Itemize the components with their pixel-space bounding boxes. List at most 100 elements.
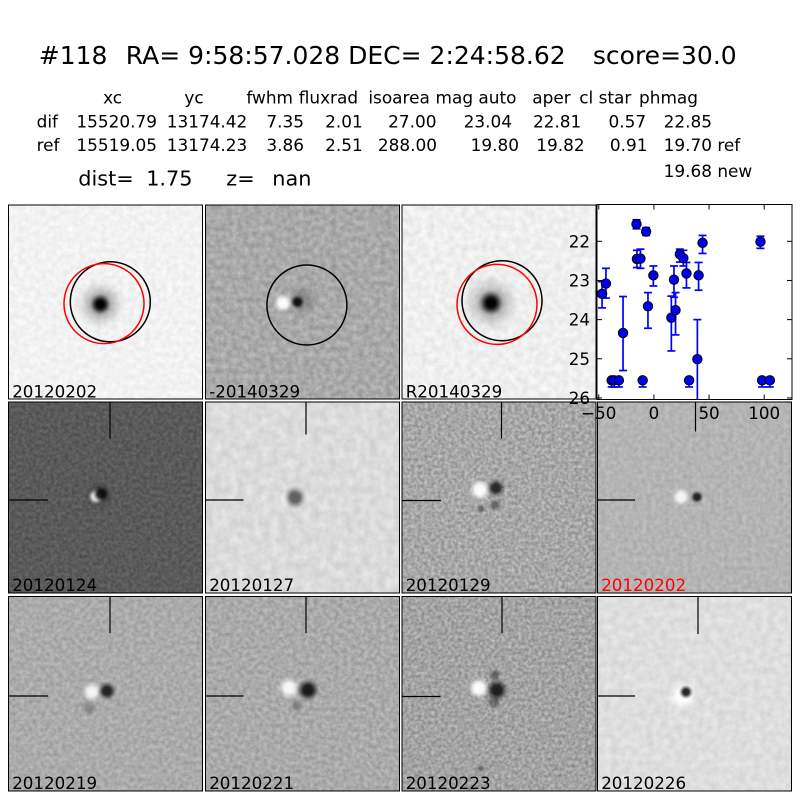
- dist-value: 1.75: [146, 166, 192, 190]
- data-point: [668, 274, 680, 285]
- cutout-date-label: 20120129: [406, 575, 491, 595]
- source-blob: [89, 293, 112, 316]
- y-tick-label: 26: [569, 388, 590, 408]
- source-blob: [486, 694, 502, 710]
- red-aperture-circle: [456, 263, 538, 346]
- source-blob: [488, 668, 502, 682]
- dif-cl-star: 0.57: [608, 111, 646, 131]
- data-point: [642, 301, 654, 312]
- ref-isoarea: 288.00: [378, 135, 437, 155]
- data-point: [597, 288, 608, 299]
- source-blob: [488, 498, 502, 512]
- col-header-mag-auto: mag auto: [436, 87, 517, 107]
- data-point: [678, 252, 689, 264]
- data-point: [637, 375, 648, 386]
- panel-border: [401, 204, 597, 400]
- cutout-panel-20120129: 20120129: [401, 401, 597, 595]
- panel-border: [205, 401, 400, 594]
- black-aperture-circle: [69, 261, 152, 343]
- z-value: nan: [272, 166, 311, 190]
- data-point: [697, 237, 708, 249]
- data-point: [613, 375, 625, 386]
- col-header-cl-star: cl star: [579, 87, 631, 107]
- y-tick-label: 23: [569, 271, 590, 291]
- cutout-panel-20120127: 20120127: [205, 401, 400, 595]
- cutout-panel-R20140329: R20140329: [401, 204, 597, 402]
- dif-row-label: dif: [37, 111, 59, 131]
- data-point: [764, 375, 776, 386]
- source-blob: [296, 678, 320, 702]
- cutout-date-label: 20120226: [601, 773, 686, 793]
- x-tick-label: 0: [649, 403, 660, 423]
- cutout-panel-20120221: 20120221: [205, 596, 400, 793]
- source-blob: [476, 763, 486, 773]
- black-aperture-circle: [266, 264, 348, 346]
- plot-spines: [596, 204, 793, 400]
- dist-label: dist=: [78, 166, 133, 190]
- black-aperture-circle: [461, 259, 543, 342]
- ref-fluxrad: 2.51: [325, 135, 363, 155]
- col-header-aper: aper: [532, 87, 570, 107]
- data-point: [617, 327, 629, 339]
- col-header-fluxrad: fluxrad: [299, 87, 358, 107]
- cutout-panel-20120223: 20120223: [401, 596, 597, 793]
- col-header-phmag: phmag: [639, 87, 698, 107]
- candidate-score: score=30.0: [593, 41, 737, 70]
- cutout-panel-20120124: 20120124: [8, 401, 203, 594]
- source-blob: [272, 292, 294, 314]
- col-header-xc: xc: [103, 87, 122, 107]
- cutout-date-label: -20140329: [209, 382, 300, 402]
- source-blob: [468, 478, 492, 502]
- ref-cl-star: 0.91: [610, 135, 648, 155]
- source-blob: [290, 294, 305, 310]
- data-point: [631, 218, 642, 230]
- source-blob: [290, 699, 304, 713]
- source-blob: [690, 490, 704, 504]
- cutout-date-label: 20120127: [209, 575, 294, 595]
- cutout-date-label: 20120202: [12, 382, 97, 402]
- source-blob: [97, 681, 117, 701]
- source-blob: [671, 487, 691, 507]
- lightcurve-plot: −50 0 50 100 22 23 24 25 26: [569, 204, 793, 423]
- cutout-date-label: R20140329: [406, 382, 503, 402]
- new-phmag: 19.68 new: [664, 161, 753, 181]
- y-tick-label: 22: [569, 231, 590, 251]
- source-blob: [277, 676, 301, 700]
- source-blob: [283, 485, 307, 510]
- panel-border: [401, 596, 597, 792]
- source-blob: [80, 699, 98, 717]
- y-tick-label: 24: [569, 310, 590, 330]
- dif-fluxrad: 2.01: [325, 111, 363, 131]
- dif-aper: 22.81: [533, 111, 581, 131]
- panel-border: [8, 204, 203, 400]
- source-blob: [486, 478, 506, 498]
- data-point: [670, 305, 681, 316]
- panel-border: [401, 401, 597, 594]
- y-tick-label: 25: [569, 349, 590, 369]
- source-blob: [678, 684, 694, 700]
- cutout-date-label: 20120223: [406, 773, 491, 793]
- data-point: [693, 270, 704, 281]
- cutout-date-label: 20120221: [209, 773, 294, 793]
- source-blob: [92, 485, 110, 503]
- data-point: [640, 226, 652, 237]
- data-point: [755, 236, 766, 247]
- cutout-panel-20120202: 20120202: [597, 401, 792, 594]
- header: #118 RA= 9:58:57.028 DEC= 2:24:58.62 sco…: [37, 41, 753, 191]
- cutout-panel-20120219: 20120219: [8, 596, 203, 792]
- ref-phmag: 19.70 ref: [664, 135, 742, 155]
- cutout-panel--20140329: -20140329: [205, 204, 400, 402]
- data-point: [635, 253, 646, 264]
- col-header-fwhm: fwhm: [246, 87, 293, 107]
- source-blob: [466, 676, 491, 700]
- panel-border: [597, 596, 792, 792]
- dif-mag-auto: 23.04: [464, 111, 512, 131]
- data-point: [683, 375, 695, 386]
- data-point: [681, 268, 692, 279]
- panel-border: [205, 204, 400, 400]
- cutout-panel-20120226: 20120226: [597, 596, 792, 793]
- candidate-id: #118: [39, 41, 108, 70]
- panel-border: [8, 401, 203, 594]
- ref-row-label: ref: [37, 135, 61, 155]
